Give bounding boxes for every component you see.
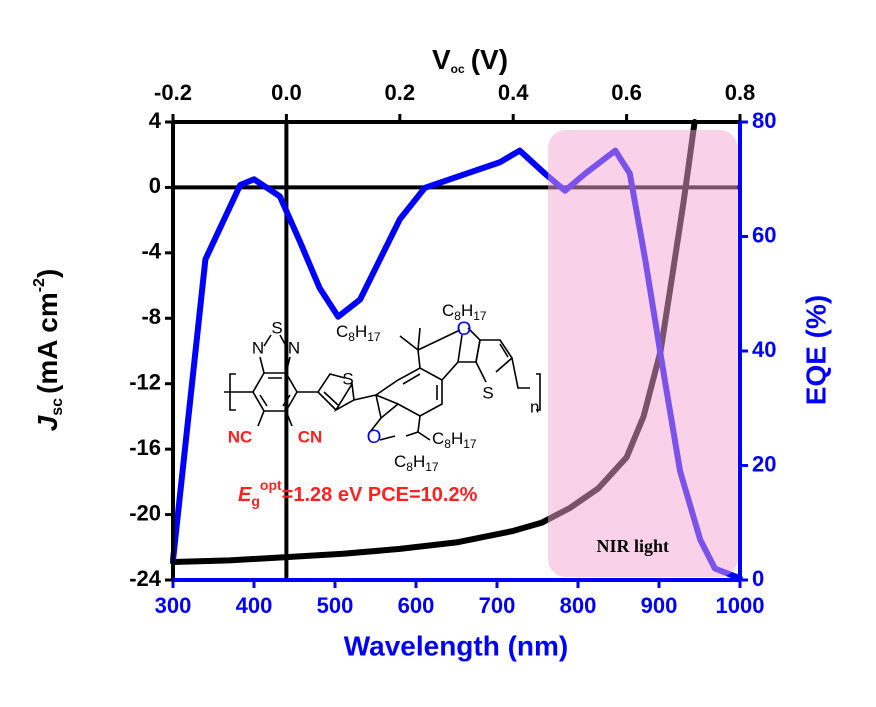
x2-tick-label: 0.0 <box>271 80 302 105</box>
y2-axis-title: EQE (%) <box>800 295 831 405</box>
central-rings <box>353 367 443 441</box>
atom-label: NC <box>228 427 253 446</box>
title-part: sc <box>49 398 66 416</box>
y-tick-label: -8 <box>141 304 161 329</box>
alkyl-part: C <box>394 452 406 471</box>
y-tick-label: -24 <box>129 566 162 591</box>
y-tick-label: 0 <box>149 173 161 198</box>
y2-tick-label: 20 <box>752 451 776 476</box>
structure-labels: S N N NC CN S S O O n C8H17 C8H17 C8H17 … <box>228 301 540 474</box>
pyran-lower <box>380 403 431 441</box>
y2-tick-label: 0 <box>752 566 764 591</box>
title-part: ) <box>32 269 63 278</box>
x2-tick-label: 0.4 <box>498 80 529 105</box>
chemical-structure <box>224 327 541 441</box>
x-tick-label: 500 <box>317 593 354 618</box>
alkyl-part: C <box>432 429 444 448</box>
alkyl-part: H <box>355 322 367 341</box>
y-axis-title: Jsc (mA cm-2) <box>31 269 66 432</box>
alkyl-part: 8 <box>454 309 461 323</box>
y-tick-label: -16 <box>129 435 161 460</box>
atom-label: S <box>342 369 353 388</box>
atom-label: S <box>482 383 493 402</box>
title-part: -2 <box>31 278 48 292</box>
x2-axis-title: Voc (V) <box>432 44 508 76</box>
atom-label: CN <box>298 427 323 446</box>
atom-label: O <box>457 319 472 340</box>
annotation: Egopt=1.28 eV PCE=10.2% <box>238 477 478 509</box>
y-tick-label: -20 <box>129 500 161 525</box>
x-tick-label: 700 <box>479 593 516 618</box>
atom-label: O <box>367 427 382 448</box>
cyano-bonds <box>257 410 293 427</box>
y2-tick-label: 80 <box>752 108 776 133</box>
repeat-label: n <box>530 397 539 416</box>
title-part: (V) <box>471 44 508 75</box>
plot-area: NIR light <box>170 119 743 582</box>
title-part: (mA cm <box>32 292 63 394</box>
x-tick-label: 1000 <box>716 593 765 618</box>
y-tick-label: -4 <box>141 239 161 264</box>
y2-tick-label: 40 <box>752 337 776 362</box>
alkyl-part: 17 <box>367 330 381 344</box>
x-tick-label: 800 <box>560 593 597 618</box>
title-part: V <box>432 44 451 75</box>
alkyl-part: C <box>442 301 454 320</box>
atom-label: N <box>252 338 264 357</box>
alkyl-part: 8 <box>444 437 451 451</box>
y-tick-label: 4 <box>149 108 162 133</box>
alkyl-part: 17 <box>425 460 439 474</box>
thiadiazole <box>259 334 291 374</box>
nir-region <box>548 130 738 577</box>
y2-tick-label: 60 <box>752 222 776 247</box>
x-tick-label: 900 <box>641 593 678 618</box>
alkyl-label: C8H17 <box>336 322 381 344</box>
x-axis-title: Wavelength (nm) <box>344 630 569 661</box>
annotation-part: =1.28 eV PCE=10.2% <box>282 484 478 506</box>
alkyl-label: C8H17 <box>442 301 487 323</box>
nir-label: NIR light <box>597 536 670 556</box>
annotation-part: g <box>251 493 260 509</box>
x2-tick-label: 0.2 <box>385 80 416 105</box>
alkyl-label: C8H17 <box>394 452 439 474</box>
title-part: oc <box>451 62 465 76</box>
alkyl-part: C <box>336 322 348 341</box>
thiophene-2 <box>475 339 541 411</box>
alkyl-part: 17 <box>463 437 477 451</box>
annotation-part: E <box>238 484 252 506</box>
x2-tick-label: -0.2 <box>154 80 192 105</box>
alkyl-label: C8H17 <box>432 429 477 451</box>
x-tick-label: 400 <box>236 593 273 618</box>
x2-tick-label: 0.8 <box>725 80 756 105</box>
benzene-ring <box>252 372 298 412</box>
y-tick-label: -12 <box>129 370 161 395</box>
x2-tick-label: 0.6 <box>611 80 642 105</box>
alkyl-part: H <box>451 429 463 448</box>
thiophene-1 <box>297 373 355 413</box>
alkyl-part: 8 <box>348 330 355 344</box>
annotation-part: opt <box>260 477 282 493</box>
alkyl-part: H <box>413 452 425 471</box>
title-part: J <box>32 414 63 431</box>
atom-label: S <box>271 318 282 337</box>
atom-label: N <box>288 338 300 357</box>
alkyl-part: 17 <box>473 309 487 323</box>
bracket-left <box>224 373 253 411</box>
x-tick-label: 600 <box>398 593 435 618</box>
alkyl-part: H <box>461 301 473 320</box>
x-tick-label: 300 <box>155 593 192 618</box>
alkyl-part: 8 <box>406 460 413 474</box>
